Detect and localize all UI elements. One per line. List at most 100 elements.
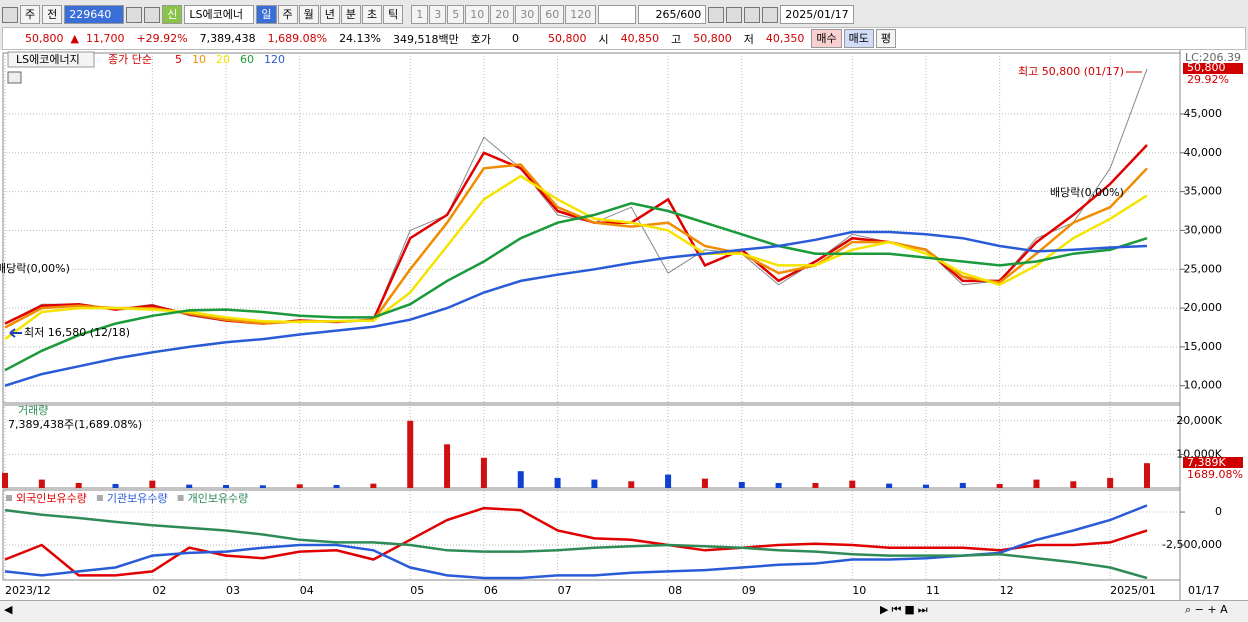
y-tick-label: 20,000K	[1176, 414, 1222, 427]
sound-icon[interactable]	[144, 6, 161, 23]
chart-bg	[0, 50, 1248, 600]
period-button[interactable]: 주	[277, 5, 298, 24]
lc-label: LC:206.39	[1185, 51, 1241, 64]
y-tick-label: 10,000	[1184, 379, 1223, 392]
interval-button[interactable]: 20	[490, 5, 515, 24]
period-button[interactable]: 년	[319, 5, 340, 24]
volume-bar	[370, 483, 377, 488]
y-tick-label: 25,000	[1184, 262, 1223, 275]
marks: 10,000 15,000 20,000 25,000 30,000 35,000 40,0…	[2, 68, 1223, 597]
settings-icon[interactable]	[762, 6, 779, 23]
up-arrow: ▲	[70, 32, 79, 45]
chart: 10,000 15,000 20,000 25,000 30,000 35,000 40,0…	[0, 50, 1248, 600]
volume-bar	[186, 484, 193, 488]
volume-bar	[738, 481, 745, 488]
amount: 349,518백만	[393, 32, 459, 46]
dividend-label: 배당락(0,00%)	[0, 262, 70, 275]
volume-bar	[665, 474, 672, 488]
volume-bar	[1070, 481, 1077, 488]
search-icon[interactable]	[126, 6, 143, 23]
legend: 5 10 20 60 120	[175, 53, 285, 66]
low-arrow	[9, 328, 22, 338]
x-tick-label: 12	[1000, 584, 1014, 597]
high: 50,800	[693, 32, 732, 45]
x-tick-label: 09	[742, 584, 756, 597]
interval-button[interactable]: 5	[447, 5, 465, 24]
turnover: 24.13%	[339, 32, 382, 45]
interval-button[interactable]: 30	[515, 5, 540, 24]
x-tick-label: 08	[668, 584, 682, 597]
series-line	[4, 163, 1148, 329]
tool-icon[interactable]	[726, 6, 743, 23]
volume-bar	[480, 457, 487, 488]
x-tick-label: 05	[410, 584, 424, 597]
period-button[interactable]: 분	[340, 5, 361, 24]
scroll-left[interactable]: ◀	[4, 603, 13, 616]
low: 40,350	[765, 32, 805, 45]
y-tick-label: 35,000	[1184, 185, 1223, 198]
save-icon[interactable]	[744, 6, 761, 23]
count-box[interactable]: 265/600	[638, 5, 707, 24]
market-select[interactable]: 주	[20, 5, 41, 24]
empty-select[interactable]	[598, 5, 637, 24]
legend-item: 개인보유수량	[188, 492, 249, 505]
volume-bar	[1144, 463, 1150, 488]
ask: 0	[512, 32, 519, 45]
period-button[interactable]: 일	[256, 5, 277, 24]
date-box[interactable]: 2025/01/17	[780, 5, 854, 24]
series-line	[4, 230, 1148, 387]
zoom-buttons[interactable]: ⌕ − + A	[1185, 603, 1228, 616]
interval-button[interactable]: 120	[565, 5, 597, 24]
nav-buttons[interactable]: ▶⏮■⏭	[880, 603, 931, 616]
sell-button[interactable]: 매도	[843, 29, 874, 48]
interval-button[interactable]: 60	[540, 5, 565, 24]
period-button[interactable]: 초	[362, 5, 383, 24]
volume-bar	[259, 485, 266, 488]
open-label: 시	[598, 32, 609, 46]
count: 265	[655, 8, 677, 21]
count-total: /600	[676, 8, 702, 21]
grid-icon[interactable]	[7, 71, 22, 84]
y-tick-label: 40,000	[1184, 146, 1223, 159]
tool-icon[interactable]	[708, 6, 725, 23]
interval-button[interactable]: 1	[411, 5, 429, 24]
period-button[interactable]: 월	[298, 5, 319, 24]
interval-button[interactable]: 10	[465, 5, 490, 24]
volume-bar	[2, 472, 8, 488]
volume-bar	[444, 444, 451, 488]
change: 11,700	[85, 32, 125, 45]
last-date: 01/17	[1188, 584, 1220, 597]
volume-bar	[922, 484, 929, 488]
legend-item: 20	[216, 53, 230, 66]
layout-icon[interactable]	[2, 6, 18, 23]
volume-bar	[407, 420, 414, 488]
y-tick-label: 45,000	[1184, 107, 1223, 120]
legend-item: 5	[175, 53, 182, 66]
legend-label: 종가 단순	[108, 53, 152, 66]
chart-name: LS에코에너지	[16, 53, 80, 66]
quote-bar: 50,800 ▲ 11,700 +29.92% 7,389,438 1,689.…	[2, 27, 1246, 50]
legend-item: 60	[240, 53, 254, 66]
volume-bar	[701, 478, 708, 488]
change-rate: +29.92%	[136, 32, 188, 45]
x-tick-label: 02	[152, 584, 166, 597]
volume-bar	[591, 479, 598, 488]
scope-select[interactable]: 전	[42, 5, 63, 24]
interval-button[interactable]: 3	[429, 5, 447, 24]
high-label: 고	[671, 32, 682, 46]
volume-bar	[1033, 479, 1040, 488]
scrollbar[interactable]: ◀ ▶⏮■⏭ ⌕ − + A	[0, 600, 1248, 622]
period-button[interactable]: 틱	[383, 5, 404, 24]
x-tick-label: 10	[852, 584, 866, 597]
interval-buttons: 1 3 5 10 20 30 60 120	[411, 5, 597, 24]
volume-bar	[223, 484, 230, 488]
avg-button[interactable]: 평	[875, 29, 896, 48]
volume-bar	[812, 482, 819, 488]
volume-bar	[996, 483, 1003, 488]
code-input[interactable]: 229640	[64, 5, 125, 24]
high-annotation: 최고 50,800 (01/17)	[1018, 65, 1124, 78]
x-tick-label: 2025/01	[1110, 584, 1156, 597]
buy-button[interactable]: 매수	[811, 29, 842, 48]
